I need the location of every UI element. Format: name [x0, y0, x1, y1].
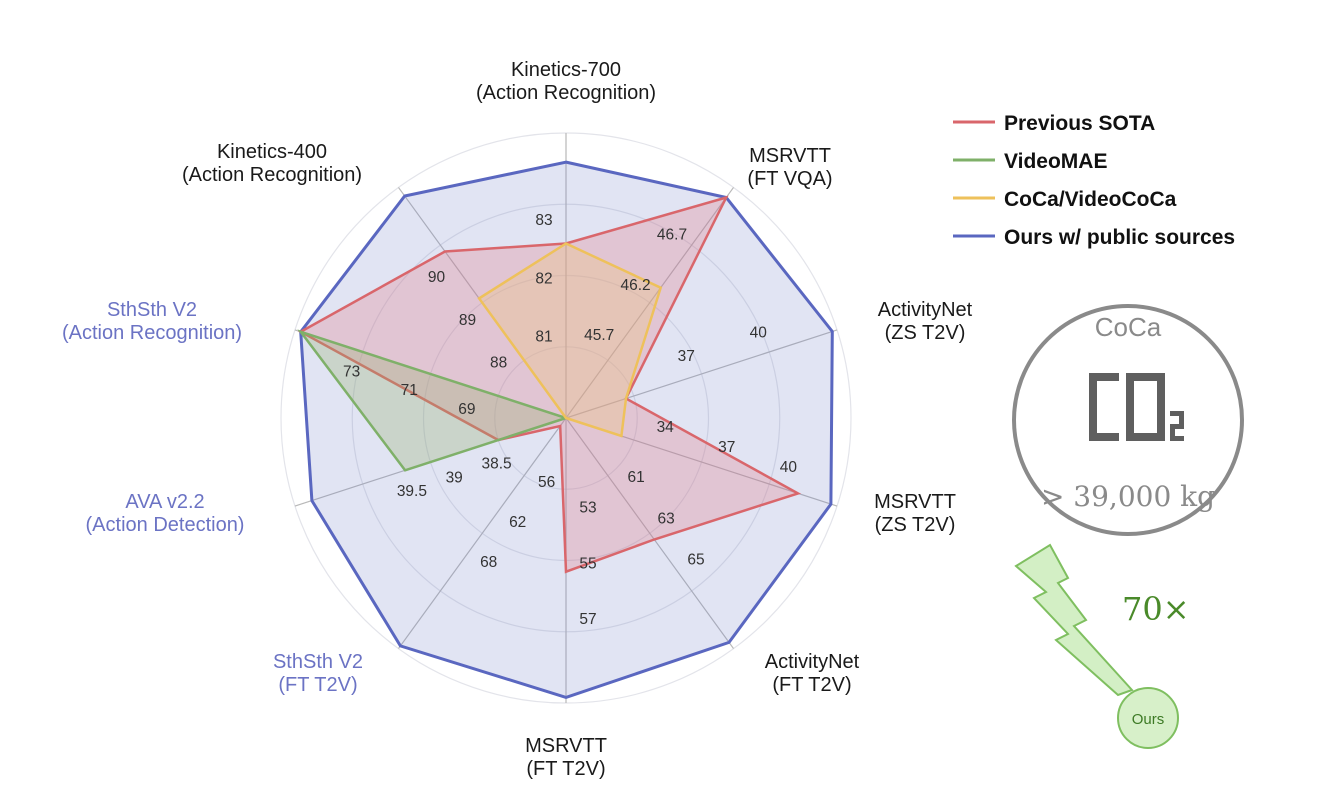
tick-label: 56	[538, 474, 555, 491]
axis-labels: Kinetics-700 (Action Recognition)MSRVTT (F…	[62, 59, 973, 780]
axis-label: MSRVTT (FT T2V)	[525, 735, 607, 780]
tick-label: 68	[480, 554, 497, 571]
tick-label: 73	[343, 364, 360, 381]
axis-label-line: (FT VQA)	[747, 168, 832, 190]
tick-label: 37	[678, 348, 695, 365]
axis-label-line: MSRVTT	[749, 145, 831, 167]
axis-label-line: ActivityNet	[765, 651, 860, 673]
axis-label-line: (FT T2V)	[772, 674, 851, 696]
tick-label: 57	[579, 611, 596, 628]
tick-label: 38.5	[482, 456, 512, 473]
axis-label: SthSth V2 (FT T2V)	[273, 651, 363, 696]
axis-label-line: (FT T2V)	[526, 758, 605, 780]
legend-label: Previous SOTA	[1004, 112, 1155, 135]
tick-label: 65	[687, 552, 704, 569]
legend-label: Ours w/ public sources	[1004, 226, 1235, 249]
tick-label: 40	[750, 324, 768, 341]
axis-label-line: Kinetics-700	[511, 59, 621, 81]
ours-badge-label: Ours	[1132, 711, 1165, 728]
series-videomae	[297, 329, 571, 472]
lightning-bolt-icon	[1014, 543, 1134, 697]
axis-spoke	[397, 417, 567, 649]
tick-label: 90	[428, 269, 446, 286]
ratio-label: 70×	[1122, 590, 1190, 628]
axis-label-line: (Action Recognition)	[62, 322, 242, 344]
axis-label-line: SthSth V2	[273, 651, 363, 673]
axis-spoke	[565, 329, 838, 419]
axis-label-line: AVA v2.2	[125, 491, 204, 513]
tick-label: 69	[458, 401, 475, 418]
co2-icon	[1089, 373, 1184, 441]
series-previous-sota	[298, 195, 802, 574]
tick-label: 83	[535, 212, 552, 229]
axis-label: SthSth V2 (Action Recognition)	[62, 299, 242, 344]
axis-label-line: (FT T2V)	[278, 674, 357, 696]
axis-label-line: SthSth V2	[107, 299, 197, 321]
tick-label: 39.5	[397, 483, 427, 500]
tick-labels: 81 82 83 45.7 46.2 46.7 37 40 34 37 40 61 63 65 53 55 57…	[343, 212, 797, 628]
axis-label-line: (Action Recognition)	[476, 82, 656, 104]
ours-badge-circle	[1117, 687, 1179, 749]
co2-badge: CoCa > 39,000 kg	[1012, 304, 1244, 536]
tick-label: 62	[509, 514, 526, 531]
axis-spoke	[565, 417, 735, 649]
tick-label: 82	[535, 270, 552, 287]
series-coca-videococa	[477, 242, 663, 438]
axis-label-line: (ZS T2V)	[875, 514, 956, 536]
tick-label: 71	[401, 382, 418, 399]
axis-label: ActivityNet (ZS T2V)	[878, 299, 973, 344]
radar-series	[297, 160, 834, 699]
axis-label: MSRVTT (ZS T2V)	[874, 491, 956, 536]
tick-label: 39	[446, 470, 463, 487]
tick-label: 88	[490, 355, 507, 372]
axis-label-line: MSRVTT	[525, 735, 607, 757]
tick-label: 61	[627, 469, 644, 486]
axis-label-line: ActivityNet	[878, 299, 973, 321]
axis-label-line: (Action Detection)	[86, 514, 245, 536]
tick-label: 81	[535, 329, 552, 346]
axis-label: AVA v2.2 (Action Detection)	[86, 491, 245, 536]
tick-label: 37	[718, 439, 735, 456]
axis-label: Kinetics-400 (Action Recognition)	[182, 141, 362, 186]
legend-label: CoCa/VideoCoCa	[1004, 188, 1177, 211]
co2-badge-title: CoCa	[1095, 312, 1162, 342]
axis-label-line: (ZS T2V)	[885, 322, 966, 344]
tick-label: 89	[459, 312, 476, 329]
tick-label: 46.2	[621, 277, 651, 294]
legend: Previous SOTA VideoMAE CoCa/VideoCoCa Ours …	[953, 112, 1235, 249]
tick-label: 55	[579, 555, 596, 572]
axis-label: MSRVTT (FT VQA)	[747, 145, 832, 190]
axis-label-line: (Action Recognition)	[182, 164, 362, 186]
axis-label: ActivityNet (FT T2V)	[765, 651, 860, 696]
tick-label: 45.7	[584, 327, 614, 344]
axis-spoke	[565, 187, 735, 419]
tick-label: 34	[657, 419, 675, 436]
axis-label-line: MSRVTT	[874, 491, 956, 513]
series-ours-w-public-sources	[299, 160, 834, 699]
tick-label: 53	[579, 499, 596, 516]
tick-label: 63	[657, 510, 674, 527]
tick-label: 40	[780, 459, 798, 476]
axis-label: Kinetics-700 (Action Recognition)	[476, 59, 656, 104]
tick-label: 46.7	[657, 227, 687, 244]
legend-label: VideoMAE	[1004, 150, 1107, 173]
co2-emission-value: > 39,000 kg	[1041, 480, 1215, 513]
axis-label-line: Kinetics-400	[217, 141, 327, 163]
